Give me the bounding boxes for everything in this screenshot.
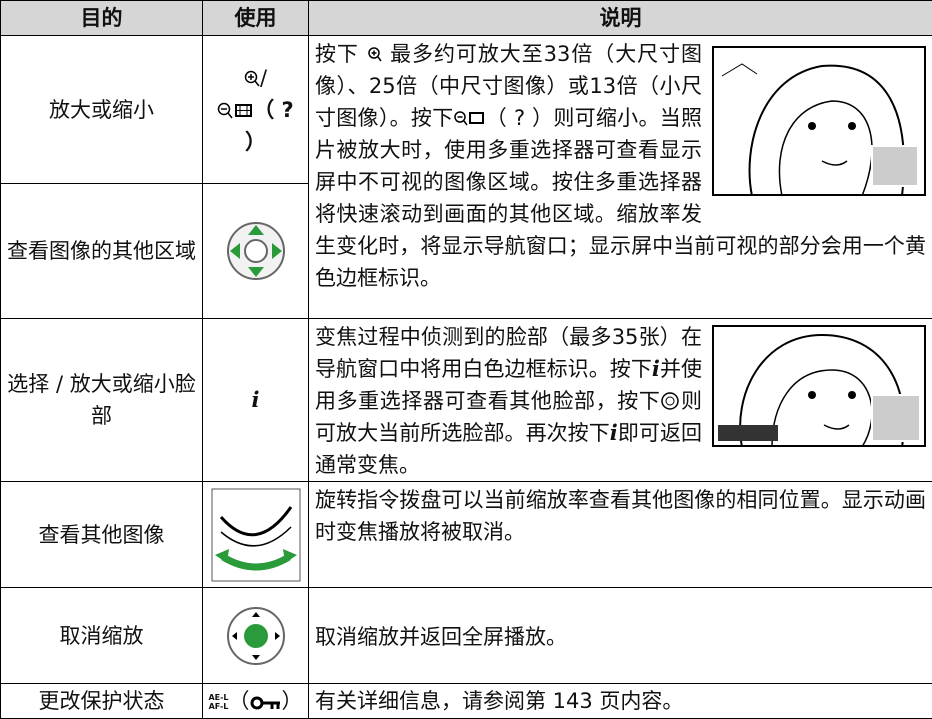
usage-cell: i (203, 319, 309, 482)
purpose-cell: 放大或缩小 (1, 36, 203, 184)
usage-cell (203, 184, 309, 319)
description: 有关详细信息，请参阅第 143 页内容。 (315, 689, 683, 713)
purpose-cell: 查看其他图像 (1, 482, 203, 588)
description: 旋转指令拨盘可以当前缩放率查看其他图像的相同位置。显示动画时变焦播放将被取消。 (315, 488, 926, 544)
row: 选择 / 放大或缩小脸部 i 变焦过程中侦测到的脸部（最多35张）在导航窗口中将… (1, 319, 932, 482)
description-cell: 按下 最多约可放大至33倍（大尺寸图像）、25倍（中尺寸图像）或13倍（小尺寸图… (309, 36, 932, 319)
purpose: 取消缩放 (60, 624, 144, 648)
usage-text: AF-L (209, 702, 229, 711)
inline-icon: i (652, 356, 660, 381)
zoom-in-icon (244, 70, 260, 88)
usage-text: （ ? ） (245, 98, 294, 154)
description-cell: 有关详细信息，请参阅第 143 页内容。 (309, 684, 932, 719)
description-cell: 取消缩放并返回全屏播放。 (309, 588, 932, 684)
ok-button-icon (226, 606, 286, 666)
row: 放大或缩小 / （ ? ） 按下 最多约可放大至33倍（大尺寸图像）、25倍（中… (1, 36, 932, 184)
usage-text: i (252, 387, 260, 412)
description: 按下 (315, 42, 359, 66)
purpose: 查看图像的其他区域 (7, 239, 196, 263)
usage-cell: / （ ? ） (203, 36, 309, 184)
multi-selector-icon (226, 221, 286, 281)
purpose: 选择 / 放大或缩小脸部 (7, 372, 195, 428)
header-cell: 目的 (1, 1, 203, 36)
page: 目的 使用 说明 放大或缩小 / （ ? ） 按下 最多约可放大至33倍（大尺寸… (0, 0, 932, 697)
header-cell: 使用 (203, 1, 309, 36)
purpose: 查看其他图像 (39, 523, 165, 547)
usage-cell (203, 588, 309, 684)
face-illustration (712, 325, 926, 447)
protect-key-icon (250, 695, 282, 711)
row: 查看其他图像 旋转指令拨盘可以当前缩放率查看其他图像的相同位置。显示动画时变焦播… (1, 482, 932, 588)
description: 变焦过程中侦测到的脸部（最多35张）在导航窗口中将用白色边框标识。按下 (315, 325, 702, 381)
purpose-cell: 更改保护状态 (1, 684, 203, 719)
zoom-illustration (712, 46, 926, 196)
inline-icon: i (610, 420, 618, 445)
usage-text: / (260, 66, 267, 90)
purpose: 更改保护状态 (39, 689, 165, 713)
description-cell: 旋转指令拨盘可以当前缩放率查看其他图像的相同位置。显示动画时变焦播放将被取消。 (309, 482, 932, 588)
header-row: 目的 使用 说明 (1, 1, 932, 36)
purpose: 放大或缩小 (49, 98, 154, 122)
row: 取消缩放 取消缩放并返回全屏播放。 (1, 588, 932, 684)
usage-text: （ (229, 689, 250, 713)
zoom-out-icon (217, 102, 253, 120)
usage-cell (203, 482, 309, 588)
command-dial-icon (211, 487, 301, 583)
zoom-out-icon (453, 110, 485, 128)
ok-icon (660, 391, 680, 411)
description: 取消缩放并返回全屏播放。 (315, 625, 567, 649)
purpose-cell: 选择 / 放大或缩小脸部 (1, 319, 203, 482)
description-cell: 变焦过程中侦测到的脸部（最多35张）在导航窗口中将用白色边框标识。按下i并使用多… (309, 319, 932, 482)
header-cell: 说明 (309, 1, 932, 36)
usage-text: AE-L (208, 693, 228, 702)
purpose-cell: 取消缩放 (1, 588, 203, 684)
purpose-cell: 查看图像的其他区域 (1, 184, 203, 319)
usage-text: ） (282, 689, 303, 713)
zoom-in-icon (367, 46, 383, 64)
